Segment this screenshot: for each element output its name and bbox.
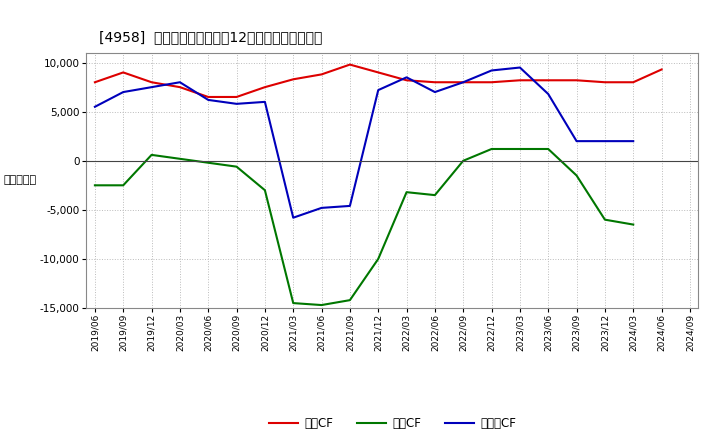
営業CF — [431, 80, 439, 85]
Line: フリーCF: フリーCF — [95, 67, 633, 218]
営業CF — [402, 77, 411, 83]
投資CF — [374, 256, 382, 261]
営業CF — [148, 80, 156, 85]
投資CF — [204, 160, 212, 165]
Line: 営業CF: 営業CF — [95, 65, 662, 97]
投資CF — [318, 302, 326, 308]
投資CF — [402, 190, 411, 195]
投資CF — [176, 156, 184, 161]
営業CF — [487, 80, 496, 85]
フリーCF — [600, 139, 609, 144]
投資CF — [148, 152, 156, 158]
フリーCF — [374, 88, 382, 93]
Y-axis label: （百万円）: （百万円） — [4, 176, 37, 185]
営業CF — [629, 80, 637, 85]
フリーCF — [148, 84, 156, 90]
フリーCF — [516, 65, 524, 70]
営業CF — [176, 84, 184, 90]
フリーCF — [261, 99, 269, 105]
営業CF — [318, 72, 326, 77]
投資CF — [346, 297, 354, 303]
フリーCF — [459, 80, 467, 85]
投資CF — [600, 217, 609, 222]
営業CF — [459, 80, 467, 85]
フリーCF — [487, 68, 496, 73]
フリーCF — [629, 139, 637, 144]
投資CF — [91, 183, 99, 188]
営業CF — [91, 80, 99, 85]
投資CF — [629, 222, 637, 227]
フリーCF — [431, 89, 439, 95]
投資CF — [572, 173, 581, 178]
フリーCF — [176, 80, 184, 85]
投資CF — [431, 192, 439, 198]
フリーCF — [402, 75, 411, 80]
営業CF — [261, 84, 269, 90]
投資CF — [544, 147, 552, 152]
フリーCF — [346, 203, 354, 209]
フリーCF — [289, 215, 297, 220]
Text: [4958]  キャッシュフローの12か月移動合計の推移: [4958] キャッシュフローの12か月移動合計の推移 — [99, 31, 322, 45]
フリーCF — [572, 139, 581, 144]
フリーCF — [204, 97, 212, 103]
フリーCF — [318, 205, 326, 210]
投資CF — [516, 147, 524, 152]
投資CF — [289, 301, 297, 306]
フリーCF — [91, 104, 99, 110]
営業CF — [516, 77, 524, 83]
フリーCF — [119, 89, 127, 95]
営業CF — [346, 62, 354, 67]
営業CF — [572, 77, 581, 83]
投資CF — [459, 158, 467, 163]
営業CF — [119, 70, 127, 75]
営業CF — [233, 94, 241, 99]
営業CF — [544, 77, 552, 83]
営業CF — [289, 77, 297, 82]
投資CF — [119, 183, 127, 188]
営業CF — [657, 67, 666, 72]
フリーCF — [544, 92, 552, 97]
フリーCF — [233, 101, 241, 106]
営業CF — [204, 94, 212, 99]
営業CF — [374, 70, 382, 75]
営業CF — [600, 80, 609, 85]
Line: 投資CF: 投資CF — [95, 149, 633, 305]
Legend: 営業CF, 投資CF, フリーCF: 営業CF, 投資CF, フリーCF — [264, 412, 521, 435]
投資CF — [261, 187, 269, 193]
投資CF — [487, 147, 496, 152]
投資CF — [233, 164, 241, 169]
